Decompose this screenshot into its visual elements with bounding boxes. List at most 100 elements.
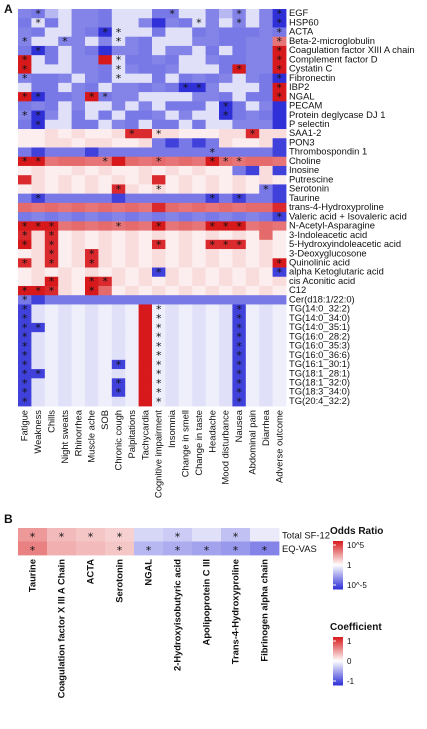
- cell-5-hydroxyindoleacetic-acid-weakness: [31, 239, 46, 250]
- cell-tg-16-0-36-6-adverse-outcome: [272, 350, 287, 361]
- cell-pon3-chills: [44, 138, 59, 148]
- cell-cer-d18-1-22-0-adverse-outcome: [272, 295, 287, 305]
- significance-star: *: [156, 303, 162, 316]
- cell-complement-factor-d-headache: [205, 55, 220, 65]
- cell-c12-fatigue: [18, 285, 32, 296]
- cell-fibronectin-night-sweats: [58, 73, 72, 84]
- cell-choline-cognitive-impairment: [152, 156, 166, 167]
- panel-a-legend-colorbar-segment: [333, 549, 343, 552]
- cell-trans-4-hydroxyproline-chronic-cough: [111, 202, 126, 213]
- cell-tg-16-0-28-2-palpitations: [125, 332, 139, 342]
- cell-acta-abdominal-pain: [245, 27, 260, 38]
- cell-valeric-acid-isovaleric-acid-insomnia: [165, 212, 180, 222]
- cell-tg-18-1-28-1-chills: [44, 369, 59, 379]
- cell-egf-cognitive-impairment: [152, 9, 166, 19]
- significance-star: *: [223, 220, 229, 233]
- cell-thrombospondin-1-fatigue: [18, 147, 32, 158]
- cell-tg-16-1-30-1-fatigue: [18, 359, 32, 370]
- panel-b-legend-colorbar-segment: [333, 677, 343, 680]
- cell-fibronectin-weakness: [31, 73, 46, 84]
- cell-tg-16-0-36-6-chills: [44, 350, 59, 361]
- cell-tg-18-1-28-1-weakness: [31, 369, 46, 379]
- cell-complement-factor-d-diarrhea: [259, 55, 273, 65]
- cell-p-selectin-adverse-outcome: [272, 119, 287, 130]
- panel-b-legend-colorbar-segment: [333, 639, 343, 642]
- significance-star: *: [263, 183, 269, 196]
- panel-b-column-labels: Taurine Coagulation factor X III A Chain A…: [27, 559, 270, 699]
- cell-5-hydroxyindoleacetic-acid-sob: [98, 239, 113, 250]
- cell-total-sf-12-2-hydroxyisobutyric-acid: [163, 528, 193, 542]
- row-label-tg-14-0-32-2: TG(14:0_32:2): [289, 303, 350, 314]
- cell-acta-night-sweats: [58, 27, 72, 38]
- significance-star: *: [102, 155, 108, 168]
- cell-ngal-insomnia: [165, 92, 180, 102]
- cell-egf-diarrhea: [259, 9, 273, 19]
- significance-star: *: [236, 63, 242, 76]
- cell-complement-factor-d-change-in-smell: [178, 55, 193, 65]
- cell-trans-4-hydroxyproline-abdominal-pain: [245, 202, 260, 213]
- cell-cystatin-c-fatigue: [18, 64, 32, 75]
- cell-saa1-2-weakness: [31, 129, 46, 139]
- cell-thrombospondin-1-chronic-cough: [111, 147, 126, 158]
- cell-tg-18-1-28-1-abdominal-pain: [245, 369, 260, 379]
- significance-star: *: [22, 155, 28, 168]
- cell-tg-14-0-32-2-chronic-cough: [111, 304, 126, 315]
- significance-star: *: [236, 17, 242, 30]
- cell-inosine-change-in-taste: [192, 165, 206, 176]
- cell-cystatin-c-headache: [205, 64, 220, 75]
- cell-tg-16-0-36-6-sob: [98, 350, 113, 361]
- cell-complement-factor-d-tachycardia: [138, 55, 153, 65]
- significance-star: *: [156, 321, 162, 334]
- cell-3-indoleacetic-acid-cognitive-impairment: [152, 230, 166, 241]
- cell-pecam-abdominal-pain: [245, 101, 260, 111]
- panel-b-legend-colorbar-segment: [333, 656, 343, 658]
- cell-inosine-weakness: [31, 165, 46, 176]
- cell-inosine-adverse-outcome: [272, 165, 287, 176]
- cell-tg-16-0-35-3-chronic-cough: [111, 341, 126, 351]
- cell-putrescine-muscle-ache: [85, 175, 99, 185]
- cell-pon3-headache: [205, 138, 220, 148]
- cell-serotonin-diarrhea: [259, 184, 273, 195]
- cell-serotonin-abdominal-pain: [245, 184, 260, 195]
- significance-star: *: [116, 358, 122, 371]
- cell-tg-14-0-32-2-night-sweats: [58, 304, 72, 315]
- cell-inosine-chills: [44, 165, 59, 176]
- significance-star: *: [233, 530, 239, 543]
- cell-ngal-sob: [98, 92, 113, 102]
- column-label-taurine: Taurine: [27, 559, 38, 592]
- cell-5-hydroxyindoleacetic-acid-fatigue: [18, 239, 32, 250]
- row-label-quinolinic-acid: Quinolinic acid: [289, 256, 350, 267]
- cell-tg-18-1-32-0-muscle-ache: [85, 378, 99, 388]
- cell-cystatin-c-change-in-smell: [178, 64, 193, 75]
- cell-total-sf-12-ngal: [134, 528, 164, 542]
- cell-p-selectin-sob: [98, 119, 113, 130]
- cell-tg-14-0-34-0-muscle-ache: [85, 313, 99, 324]
- panel-a-legend-colorbar-segment: [333, 547, 343, 549]
- significance-star: *: [49, 248, 55, 261]
- cell-thrombospondin-1-rhinorrhea: [71, 147, 86, 158]
- cell-tg-16-0-28-2-change-in-smell: [178, 332, 193, 342]
- cell-cer-d18-1-22-0-diarrhea: [259, 295, 273, 305]
- cell-pecam-change-in-taste: [192, 101, 206, 111]
- significance-star: *: [35, 109, 41, 122]
- significance-star: *: [22, 91, 28, 104]
- cell-tg-18-1-32-0-change-in-taste: [192, 378, 206, 388]
- panel-b-legend-colorbar-segment: [333, 637, 343, 639]
- cell-tg-16-0-35-3-fatigue: [18, 341, 32, 351]
- cell-coagulation-factor-xiii-a-chain-diarrhea: [259, 45, 273, 56]
- cell-beta-2-microglobulin-adverse-outcome: [272, 36, 287, 47]
- panel-a-label: A: [4, 2, 13, 16]
- panel-b-legend-colorbar-segment: [333, 641, 343, 644]
- cell-tg-16-0-36-6-weakness: [31, 350, 46, 361]
- cell-cis-aconitic-acid-diarrhea: [259, 276, 273, 287]
- cell-saa1-2-tachycardia: [138, 129, 153, 139]
- cell-fibronectin-sob: [98, 73, 113, 84]
- cell-quinolinic-acid-muscle-ache: [85, 258, 99, 268]
- cell-egf-insomnia: [165, 9, 180, 19]
- panel-b-legend-colorbar-segment: [333, 663, 343, 666]
- cell-beta-2-microglobulin-abdominal-pain: [245, 36, 260, 47]
- significance-star: *: [35, 44, 41, 57]
- cell-ngal-chronic-cough: [111, 92, 126, 102]
- panel-b-legend-colorbar-segment: [333, 649, 343, 651]
- cell-thrombospondin-1-night-sweats: [58, 147, 72, 158]
